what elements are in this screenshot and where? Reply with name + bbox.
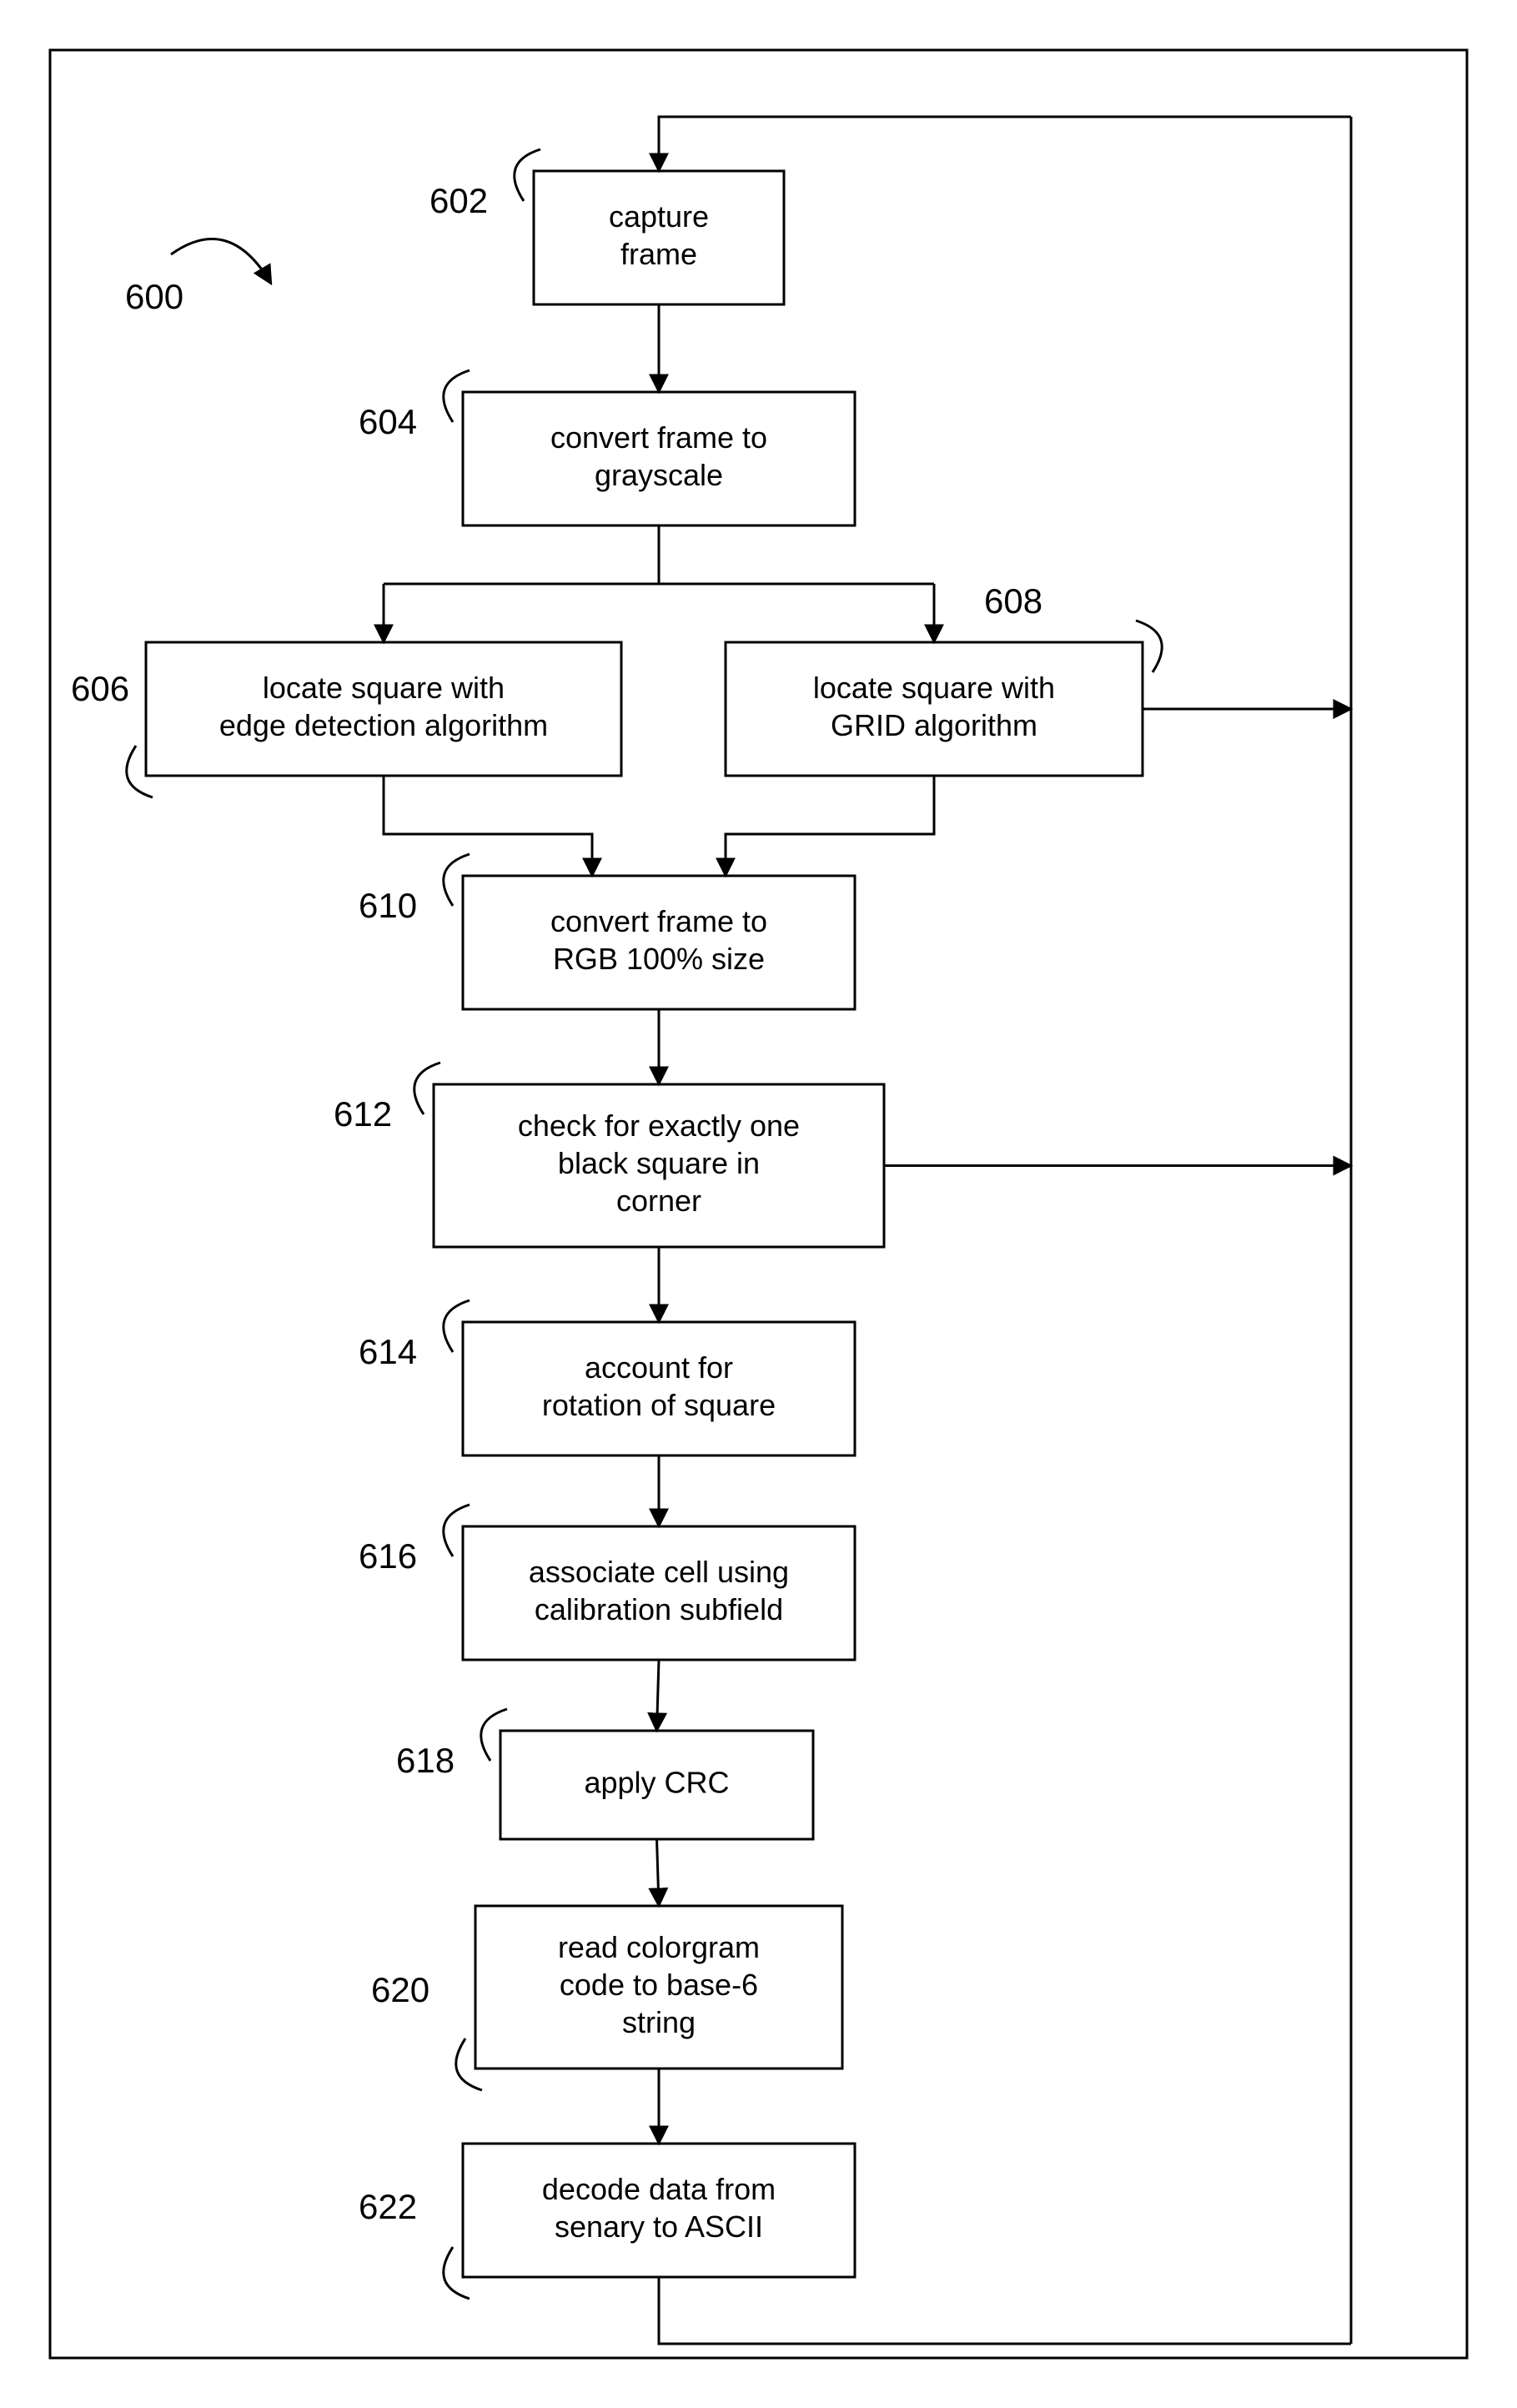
ref-label-622: 622 xyxy=(359,2187,417,2226)
ref-label-604: 604 xyxy=(359,402,417,441)
node-616-line-1: calibration subfield xyxy=(535,1592,783,1626)
node-616-line-0: associate cell using xyxy=(529,1555,789,1589)
node-614-line-0: account for xyxy=(585,1350,733,1385)
node-610-line-0: convert frame to xyxy=(550,904,767,938)
node-618: apply CRC xyxy=(500,1731,813,1839)
node-612-line-0: check for exactly one xyxy=(518,1108,800,1143)
figure-ref: 600 xyxy=(125,277,183,316)
node-618-line-0: apply CRC xyxy=(584,1766,729,1800)
node-614-line-1: rotation of square xyxy=(542,1388,776,1422)
node-608-line-1: GRID algorithm xyxy=(831,708,1037,742)
ref-label-614: 614 xyxy=(359,1332,417,1371)
node-622-line-0: decode data from xyxy=(542,2172,776,2206)
node-620-line-0: read colorgram xyxy=(558,1930,760,1964)
node-610-line-1: RGB 100% size xyxy=(553,942,765,976)
node-616: associate cell usingcalibration subfield xyxy=(463,1526,855,1660)
node-608: locate square withGRID algorithm xyxy=(726,642,1143,776)
node-604-line-1: grayscale xyxy=(595,458,723,492)
node-620-line-1: code to base-6 xyxy=(560,1968,758,2002)
node-606: locate square withedge detection algorit… xyxy=(146,642,621,776)
ref-label-610: 610 xyxy=(359,886,417,925)
node-612-line-1: black square in xyxy=(558,1146,760,1180)
node-606-line-1: edge detection algorithm xyxy=(219,708,548,742)
node-604: convert frame tograyscale xyxy=(463,392,855,525)
ref-label-620: 620 xyxy=(371,1970,429,2009)
node-602-line-1: frame xyxy=(620,237,697,271)
ref-label-602: 602 xyxy=(429,181,488,220)
node-622: decode data fromsenary to ASCII xyxy=(463,2144,855,2277)
node-620-line-2: string xyxy=(622,2005,696,2039)
node-610: convert frame to RGB 100% size xyxy=(463,876,855,1009)
node-602: captureframe xyxy=(534,171,784,304)
ref-label-616: 616 xyxy=(359,1536,417,1576)
ref-label-608: 608 xyxy=(984,581,1042,621)
node-606-line-0: locate square with xyxy=(263,671,505,705)
node-612-line-2: corner xyxy=(616,1184,701,1218)
ref-label-612: 612 xyxy=(334,1094,392,1134)
node-620: read colorgram code to base-6string xyxy=(475,1906,842,2069)
node-612: check for exactly oneblack square in corn… xyxy=(434,1084,884,1247)
node-614: account forrotation of square xyxy=(463,1322,855,1455)
node-608-line-0: locate square with xyxy=(813,671,1055,705)
ref-label-618: 618 xyxy=(396,1741,455,1780)
node-622-line-1: senary to ASCII xyxy=(555,2209,763,2244)
node-602-line-0: capture xyxy=(609,199,709,234)
node-604-line-0: convert frame to xyxy=(550,420,767,455)
ref-label-606: 606 xyxy=(71,669,129,708)
